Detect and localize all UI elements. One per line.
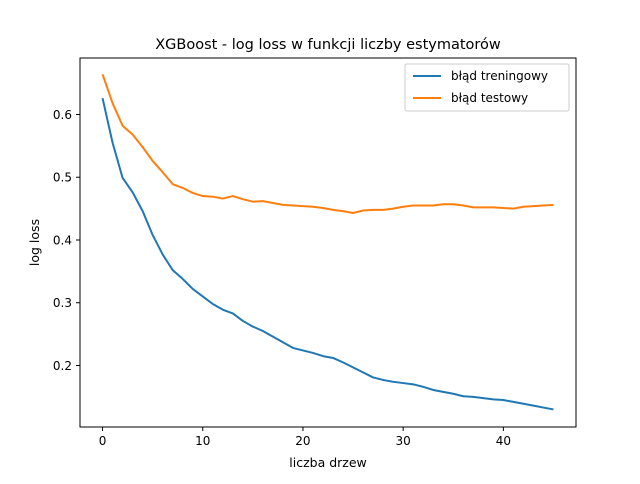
x-axis: 0 10 20 30 40 [99, 427, 511, 448]
y-tick-label: 0.2 [53, 359, 72, 373]
legend: błąd treningowy błąd testowy [404, 63, 570, 112]
y-tick-label: 0.3 [53, 296, 72, 310]
legend-box [404, 63, 570, 112]
y-axis-label: log loss [27, 219, 42, 266]
x-tick-label: 0 [99, 434, 107, 448]
chart-title: XGBoost - log loss w funkcji liczby esty… [155, 37, 501, 53]
series-line-train [101, 97, 554, 411]
x-axis-label: liczba drzew [289, 455, 367, 470]
legend-label-train: błąd treningowy [451, 69, 548, 83]
y-axis: 0.2 0.3 0.4 0.5 0.6 [53, 108, 80, 373]
series-layer [101, 73, 554, 411]
x-tick-label: 30 [396, 434, 411, 448]
y-tick-label: 0.6 [53, 108, 72, 122]
x-tick-label: 10 [195, 434, 210, 448]
plot-area [80, 58, 576, 427]
y-tick-label: 0.4 [53, 233, 72, 247]
series-line-test [101, 73, 554, 215]
y-tick-label: 0.5 [53, 171, 72, 185]
x-tick-label: 20 [295, 434, 310, 448]
legend-label-test: błąd testowy [451, 91, 528, 105]
axes-frame [79, 57, 577, 428]
x-tick-label: 40 [496, 434, 511, 448]
